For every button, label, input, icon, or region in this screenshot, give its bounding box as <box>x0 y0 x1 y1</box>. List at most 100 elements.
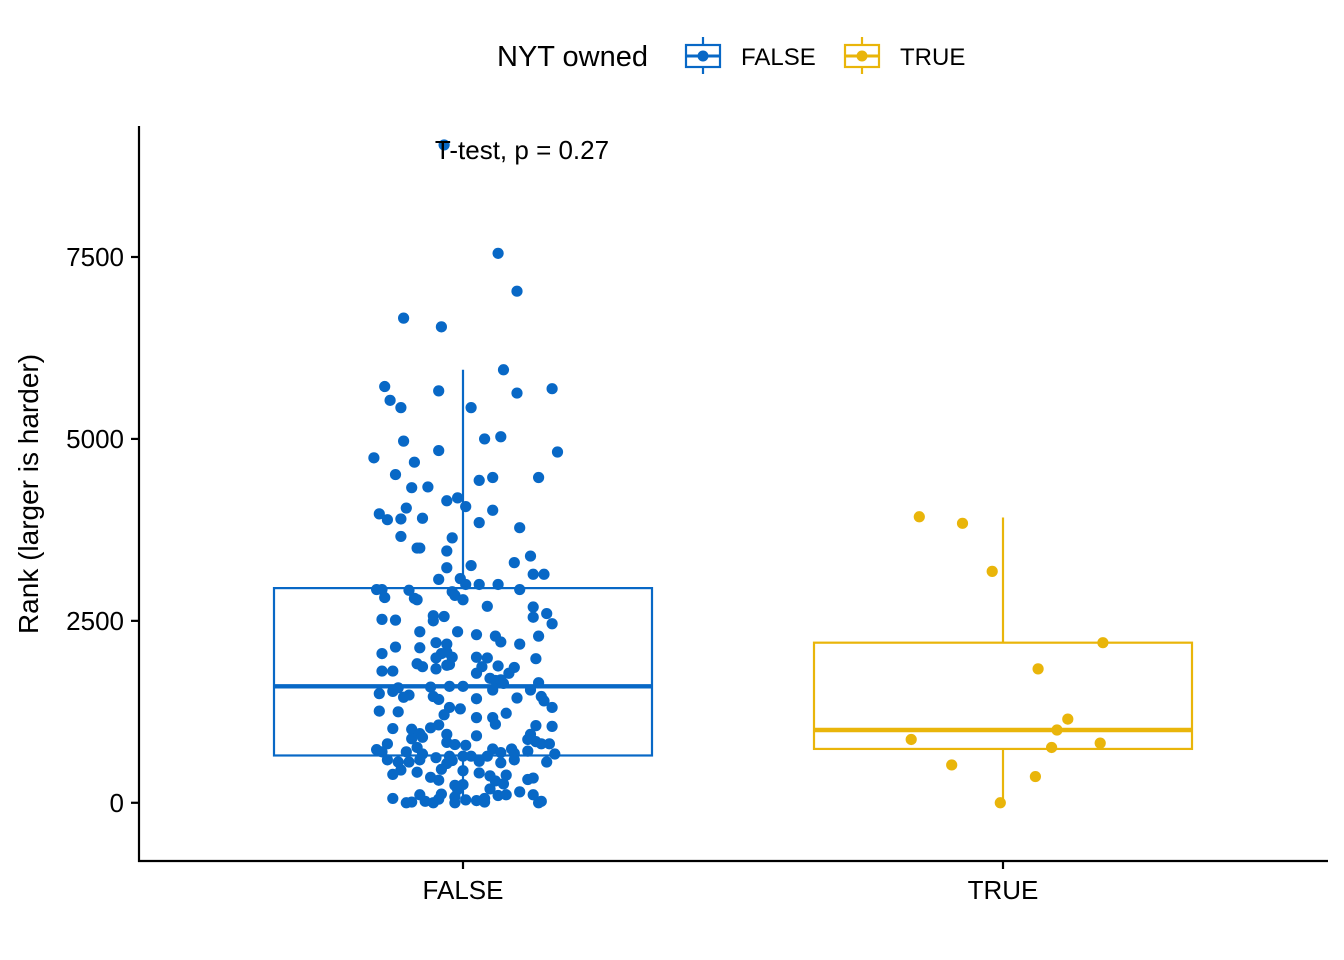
data-point <box>446 532 458 544</box>
data-point <box>470 629 483 641</box>
data-point <box>435 321 447 333</box>
data-point <box>425 722 437 734</box>
data-point <box>427 615 439 627</box>
data-point <box>408 456 420 468</box>
data-point <box>368 452 380 464</box>
data-point <box>441 638 453 650</box>
data-point <box>430 663 442 675</box>
data-point <box>522 745 534 757</box>
data-point <box>457 594 469 606</box>
data-point <box>403 756 415 768</box>
data-point <box>527 789 539 801</box>
data-point <box>400 797 412 809</box>
data-point <box>541 756 553 768</box>
data-point <box>1094 737 1106 749</box>
t-test-annotation: T-test, p = 0.27 <box>435 135 609 165</box>
data-point <box>465 750 477 762</box>
data-point <box>379 380 391 393</box>
data-point <box>986 565 998 577</box>
data-point <box>438 139 450 151</box>
x-tick-label-false: FALSE <box>423 875 504 905</box>
data-point <box>492 789 504 802</box>
data-point <box>533 797 545 809</box>
data-point <box>460 739 472 751</box>
data-point <box>387 685 399 698</box>
data-point <box>514 786 526 798</box>
data-point <box>551 446 564 458</box>
data-point <box>441 562 453 574</box>
data-point <box>433 385 445 397</box>
data-point <box>441 728 453 740</box>
data-point <box>414 642 426 654</box>
data-point <box>492 247 504 259</box>
data-point <box>500 789 512 801</box>
data-point <box>449 797 461 809</box>
data-point <box>487 684 499 696</box>
data-point <box>508 754 520 766</box>
data-point <box>473 755 485 767</box>
data-point <box>465 402 477 414</box>
data-point <box>373 705 385 717</box>
data-point <box>524 550 537 562</box>
data-point <box>473 474 485 487</box>
data-point <box>400 502 412 514</box>
data-point <box>454 703 466 715</box>
data-point <box>1097 637 1109 649</box>
data-point <box>533 677 545 689</box>
data-point <box>511 285 523 297</box>
y-tick-label: 7500 <box>66 242 124 272</box>
legend: NYT owned FALSE TRUE <box>497 37 965 74</box>
data-point <box>381 738 393 750</box>
data-point <box>441 495 453 507</box>
data-point <box>389 614 402 626</box>
data-point <box>1029 770 1041 783</box>
data-point <box>473 767 485 779</box>
data-point <box>411 542 423 554</box>
data-point <box>527 568 539 580</box>
data-point <box>376 746 388 758</box>
data-point <box>1051 724 1063 736</box>
data-point <box>541 607 553 620</box>
data-point <box>514 583 526 596</box>
data-point <box>913 511 925 523</box>
data-point <box>481 750 493 762</box>
data-point <box>546 383 558 395</box>
y-tick-label: 0 <box>110 788 124 818</box>
data-point <box>406 733 418 745</box>
data-point <box>392 706 404 718</box>
data-point <box>425 681 437 693</box>
data-point <box>387 722 399 735</box>
data-point <box>373 688 385 700</box>
points-false <box>368 139 564 809</box>
data-point <box>373 508 385 520</box>
data-point <box>430 637 442 649</box>
data-point <box>460 500 472 513</box>
data-point <box>535 738 547 750</box>
data-point <box>376 665 388 677</box>
data-point <box>538 695 550 707</box>
data-point <box>470 712 483 724</box>
data-point <box>387 665 399 677</box>
data-point <box>433 573 445 585</box>
iqr-box <box>812 641 1194 751</box>
data-point <box>530 653 542 665</box>
x-tick-label-true: TRUE <box>968 875 1039 905</box>
data-point <box>546 618 558 630</box>
data-point <box>538 568 550 580</box>
data-point <box>497 364 510 376</box>
data-point <box>549 748 561 760</box>
data-point <box>546 720 558 732</box>
data-point <box>511 387 523 399</box>
legend-key-true <box>843 37 881 74</box>
data-point <box>956 517 969 529</box>
y-tick-label: 2500 <box>66 606 124 636</box>
legend-label-false: FALSE <box>741 44 816 71</box>
data-point <box>487 471 499 484</box>
data-point <box>395 530 407 543</box>
points-true <box>905 511 1109 809</box>
data-point <box>398 435 410 447</box>
data-point <box>416 731 429 743</box>
data-point <box>1032 663 1044 675</box>
data-point <box>543 738 556 750</box>
data-point <box>546 701 558 714</box>
